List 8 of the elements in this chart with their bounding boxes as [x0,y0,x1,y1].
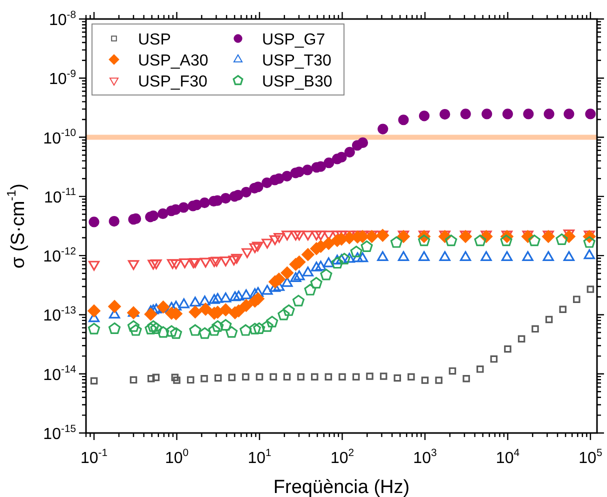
legend-label: USP_A30 [138,52,208,70]
legend-label: USP_F30 [138,74,208,90]
legend-label: USP [138,32,171,48]
legend-label: USP_G7 [262,32,326,48]
legend-label: USP_T30 [262,52,332,70]
legend-label: USP_B30 [262,74,332,90]
y-axis-title: σ (S·cm-1) [4,184,29,268]
x-axis-title: Freqüència (Hz) [273,477,410,497]
